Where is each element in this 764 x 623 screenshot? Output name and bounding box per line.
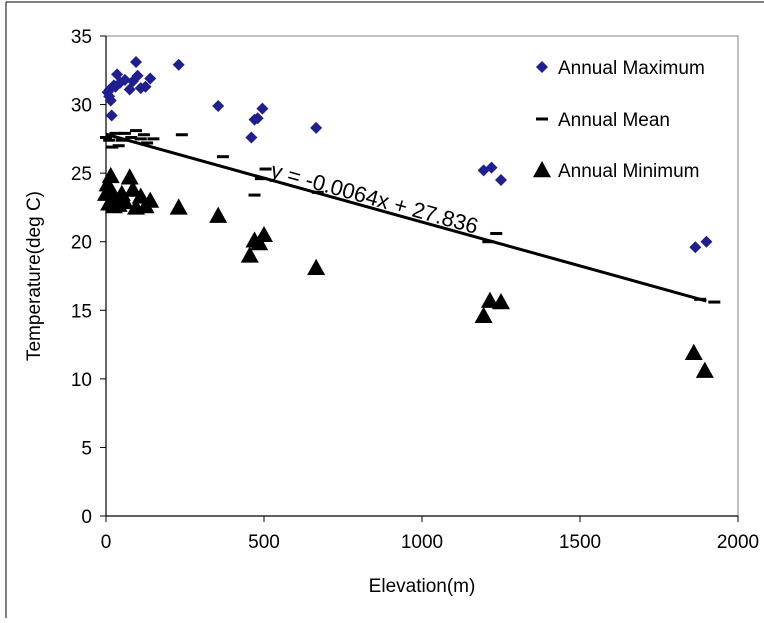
y-tick-label: 10 bbox=[71, 370, 92, 391]
x-axis-label: Elevation(m) bbox=[369, 576, 476, 597]
y-tick-label: 5 bbox=[81, 438, 92, 459]
data-point-dash bbox=[216, 155, 229, 159]
data-point-dash bbox=[137, 133, 150, 137]
data-point-triangle bbox=[123, 180, 142, 197]
legend-label: Annual Minimum bbox=[558, 161, 700, 182]
trendline-equation: y = -0.0064x + 27.836 bbox=[268, 157, 481, 238]
data-point-triangle bbox=[240, 246, 259, 263]
data-point-diamond bbox=[130, 56, 143, 69]
data-point-diamond bbox=[495, 174, 507, 186]
y-axis-ticks: 0 5 10 15 20 25 30 35 bbox=[71, 27, 106, 528]
data-point-dash bbox=[118, 131, 131, 135]
data-point-diamond bbox=[256, 102, 269, 115]
data-point-triangle bbox=[255, 225, 273, 243]
y-tick-label: 30 bbox=[71, 96, 92, 117]
series-diamond bbox=[101, 56, 713, 254]
data-point-dash bbox=[175, 133, 188, 137]
data-point-triangle bbox=[684, 343, 703, 360]
legend: Annual Maximum Annual Mean Annual Minimum bbox=[533, 58, 705, 182]
data-point-triangle bbox=[141, 191, 160, 208]
data-point-diamond bbox=[251, 112, 264, 125]
data-point-triangle bbox=[169, 198, 188, 215]
x-tick-label: 2000 bbox=[717, 532, 759, 553]
data-point-diamond bbox=[172, 58, 185, 71]
legend-label: Annual Maximum bbox=[558, 58, 705, 79]
data-point-triangle bbox=[209, 206, 228, 223]
data-point-dash bbox=[109, 131, 122, 135]
data-point-dash bbox=[100, 135, 112, 139]
data-point-triangle bbox=[250, 234, 269, 251]
data-point-dash bbox=[130, 129, 143, 133]
legend-label: Annual Mean bbox=[558, 110, 670, 131]
data-point-diamond bbox=[104, 94, 117, 107]
data-point-diamond bbox=[139, 80, 152, 93]
legend-marker-dash bbox=[536, 117, 548, 121]
x-tick-label: 1000 bbox=[401, 532, 443, 553]
data-point-diamond bbox=[310, 121, 323, 134]
data-point-diamond bbox=[485, 161, 498, 174]
data-point-triangle bbox=[474, 306, 493, 323]
data-point-triangle bbox=[492, 293, 510, 310]
y-tick-label: 25 bbox=[71, 164, 92, 185]
data-point-diamond bbox=[212, 99, 225, 112]
series-triangle bbox=[97, 166, 714, 378]
x-tick-label: 0 bbox=[101, 532, 112, 553]
data-point-diamond bbox=[700, 235, 713, 248]
x-tick-label: 1500 bbox=[559, 532, 601, 553]
data-point-triangle bbox=[101, 166, 120, 184]
legend-marker-diamond bbox=[536, 61, 548, 73]
data-point-triangle bbox=[307, 258, 326, 275]
data-point-diamond bbox=[105, 109, 118, 122]
data-point-triangle bbox=[695, 361, 714, 378]
data-point-diamond bbox=[689, 241, 702, 254]
data-point-diamond bbox=[144, 72, 157, 85]
series-layer bbox=[97, 56, 721, 378]
data-point-diamond bbox=[118, 73, 131, 86]
data-point-diamond bbox=[131, 69, 144, 82]
x-tick-label: 500 bbox=[248, 532, 280, 553]
data-point-dash bbox=[112, 144, 125, 148]
data-point-dash bbox=[115, 138, 128, 142]
plot-area bbox=[105, 35, 739, 517]
data-point-dash bbox=[248, 193, 261, 197]
data-point-dash bbox=[147, 137, 160, 141]
trendline bbox=[105, 132, 707, 303]
data-point-dash bbox=[259, 167, 272, 171]
data-point-triangle bbox=[115, 192, 134, 210]
data-point-triangle bbox=[120, 168, 139, 185]
data-point-diamond bbox=[245, 131, 258, 144]
legend-marker-triangle bbox=[533, 161, 551, 178]
y-tick-label: 35 bbox=[71, 27, 92, 48]
data-point-triangle bbox=[480, 291, 499, 308]
y-tick-label: 20 bbox=[71, 233, 92, 254]
y-tick-label: 0 bbox=[81, 507, 92, 528]
y-axis-label: Temperature(deg C) bbox=[24, 191, 45, 361]
data-point-dash bbox=[125, 135, 138, 139]
data-point-dash bbox=[708, 300, 721, 304]
data-point-dash bbox=[106, 145, 119, 149]
data-point-dash bbox=[490, 231, 503, 235]
data-point-dash bbox=[141, 141, 154, 145]
data-point-dash bbox=[134, 137, 147, 141]
data-point-dash bbox=[103, 138, 116, 142]
y-tick-label: 15 bbox=[71, 301, 92, 322]
x-axis-ticks: 0 500 1000 1500 2000 bbox=[101, 516, 759, 553]
